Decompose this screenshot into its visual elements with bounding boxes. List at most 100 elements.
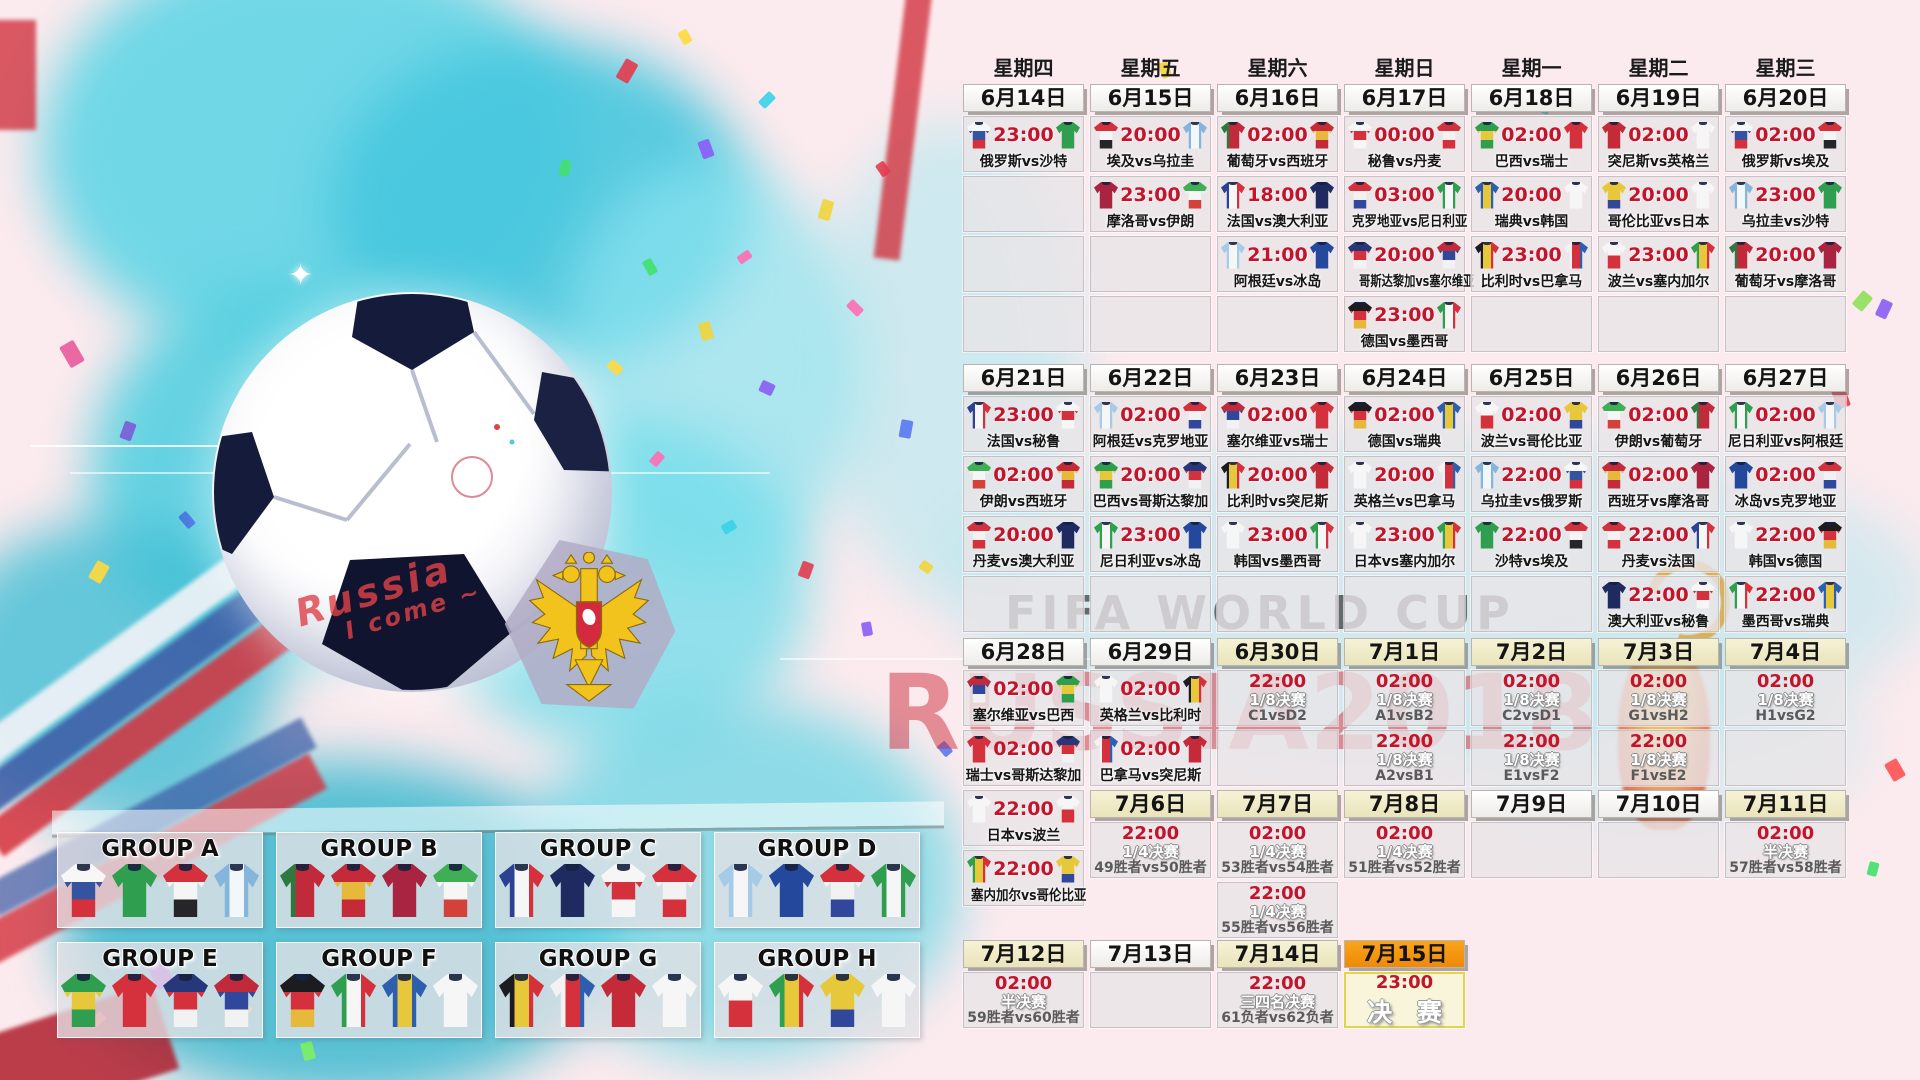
match-time: 20:00 (1374, 244, 1435, 266)
jersey-collar (667, 864, 682, 871)
match-teams: 巴西vs瑞士 (1472, 151, 1591, 171)
jersey-collar (1737, 401, 1745, 405)
match-teams-text: 秘鲁vs丹麦 (1367, 154, 1442, 170)
jersey-icon (1602, 241, 1626, 269)
knockout-teams: 49胜者vs50胜者 (1094, 859, 1207, 876)
knockout-cell: 22:00 1/8决赛 A2vsB1 (1344, 730, 1465, 786)
jersey-icon (1348, 181, 1372, 209)
knockout-stage: 1/4决赛 (1122, 842, 1179, 861)
jersey-icon (1094, 521, 1118, 549)
jersey-icon (1182, 461, 1207, 489)
empty-cell (1090, 576, 1211, 632)
match-teams-text: 克罗地亚vs尼日利亚 (1352, 214, 1468, 230)
jersey-icon (1055, 521, 1080, 549)
match-time: 02:00 (1628, 404, 1689, 426)
match-teams-text: 巴西vs瑞士 (1494, 154, 1569, 170)
match-cell: 22:00 沙特vs埃及 (1471, 516, 1592, 572)
knockout-cell: 02:00 半决赛 59胜者vs60胜者 (963, 972, 1084, 1028)
jersey-icon (1055, 121, 1080, 149)
date-header: 6月14日 (963, 84, 1084, 112)
match-time: 21:00 (1247, 244, 1308, 266)
match-cell: 02:00 波兰vs哥伦比亚 (1471, 396, 1592, 452)
weekday-label: 星期六 (1247, 56, 1308, 80)
jersey-collar (975, 401, 983, 405)
match-row: 02:00 (964, 731, 1083, 764)
group-title: GROUP E (102, 946, 218, 972)
jersey-collar (1572, 121, 1580, 125)
jersey-collar (1064, 795, 1072, 799)
match-row: 23:00 (1345, 517, 1464, 550)
match-teams-text: 葡萄牙vs西班牙 (1226, 154, 1329, 170)
match-row: 02:00 (1218, 397, 1337, 430)
match-teams: 巴西vs哥斯达黎加 (1091, 491, 1210, 511)
jersey-icon (1055, 735, 1080, 763)
jersey-collar (76, 864, 91, 871)
match-teams-text: 葡萄牙vs摩洛哥 (1734, 274, 1837, 290)
match-row: 02:00 (1091, 671, 1210, 704)
jersey-icon (1094, 461, 1118, 489)
jersey-icon (1690, 181, 1715, 209)
jersey-collar (784, 864, 799, 871)
jersey-collar (1826, 461, 1834, 465)
jersey-icon (331, 974, 376, 1027)
match-time: 02:00 (994, 972, 1053, 994)
day-column: 6月20日 02:00 俄罗斯vs埃及 23:00 乌拉圭vs沙特 20:00 葡萄牙vs摩… (1725, 84, 1846, 352)
jersey-collar (1064, 675, 1072, 679)
match-teams-text: 比利时vs巴拿马 (1480, 274, 1583, 290)
jersey-icon (1817, 461, 1842, 489)
confetti-piece (817, 198, 835, 222)
match-row: 23:00 (1472, 237, 1591, 270)
match-cell: 02:00 突尼斯vs英格兰 (1598, 116, 1719, 172)
jersey-icon (1436, 401, 1461, 429)
jersey-collar (835, 864, 850, 871)
match-teams: 丹麦vs法国 (1599, 551, 1718, 571)
match-time: 22:00 (1121, 822, 1180, 844)
match-cell: 20:00 哥斯达黎加vs塞尔维亚 (1344, 236, 1474, 292)
match-time: 02:00 (1120, 678, 1181, 700)
empty-cell (1725, 296, 1846, 352)
confetti-piece (1866, 860, 1880, 878)
group-box: GROUP G (495, 942, 701, 1038)
match-row: 20:00 (1345, 237, 1464, 270)
jersey-icon (1690, 241, 1715, 269)
match-row: 22:00 (1472, 457, 1591, 490)
match-cell: 02:00 巴拿马vs突尼斯 (1090, 730, 1211, 786)
jersey-collar (1572, 241, 1580, 245)
jersey-collar (514, 974, 529, 981)
jersey-icon (1690, 401, 1715, 429)
date-header: 7月7日 (1217, 790, 1338, 818)
knockout-cell: 02:00 1/8决赛 G1vsH2 (1598, 670, 1719, 726)
jersey-icon (871, 974, 916, 1027)
match-row: 20:00 (1091, 117, 1210, 150)
knockout-stage: 1/8决赛 (1249, 690, 1306, 709)
jersey-collar (1737, 521, 1745, 525)
match-teams: 沙特vs埃及 (1472, 551, 1591, 571)
jersey-icon (769, 864, 814, 917)
match-time: 02:00 (1755, 124, 1816, 146)
day-column: 6月16日 02:00 葡萄牙vs西班牙 18:00 法国vs澳大利亚 21:00 阿根廷v… (1217, 84, 1338, 352)
red-brush (0, 20, 36, 130)
jersey-collar (229, 974, 244, 981)
match-time: 23:00 (1755, 184, 1816, 206)
jersey-icon (1817, 241, 1842, 269)
match-time: 02:00 (993, 464, 1054, 486)
match-teams-text: 哥伦比亚vs日本 (1607, 214, 1710, 230)
jersey-icon (967, 795, 991, 823)
jersey-collar (1699, 181, 1707, 185)
match-time: 02:00 (1375, 670, 1434, 692)
jersey-collar (1483, 121, 1491, 125)
empty-cell (1598, 822, 1719, 878)
group-title: GROUP H (757, 946, 877, 972)
match-time: 02:00 (1756, 822, 1815, 844)
date-header: 6月30日 (1217, 638, 1338, 666)
match-time: 02:00 (1756, 670, 1815, 692)
jersey-icon (1221, 401, 1245, 429)
group-box: GROUP D (714, 832, 920, 928)
date-header: 6月24日 (1344, 364, 1465, 392)
match-row: 20:00 (1091, 457, 1210, 490)
match-teams: 尼日利亚vs冰岛 (1091, 551, 1210, 571)
match-time: 23:00 (1628, 244, 1689, 266)
jersey-collar (1102, 675, 1110, 679)
jersey-icon (1094, 121, 1118, 149)
date-header: 6月20日 (1725, 84, 1846, 112)
